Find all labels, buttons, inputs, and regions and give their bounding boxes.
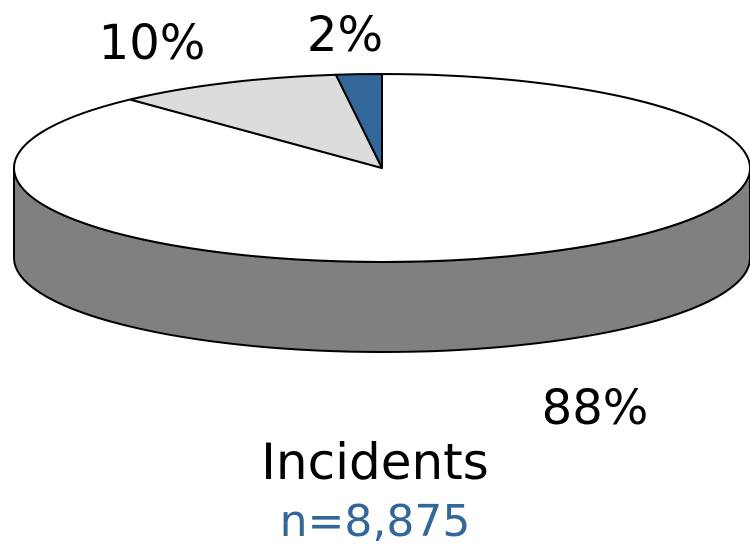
slice-label-0: 88% — [542, 380, 649, 436]
slice-label-1: 10% — [99, 15, 206, 71]
slice-label-2: 2% — [307, 7, 383, 63]
pie-slice-1 — [129, 73, 383, 169]
chart-subtitle: n=8,875 — [279, 496, 471, 547]
pie-top-layer — [13, 73, 750, 263]
slice-label-layer: 88% 10% 2% — [99, 7, 649, 436]
pie-slice-2 — [334, 73, 383, 169]
chart-title: Incidents — [261, 433, 489, 491]
